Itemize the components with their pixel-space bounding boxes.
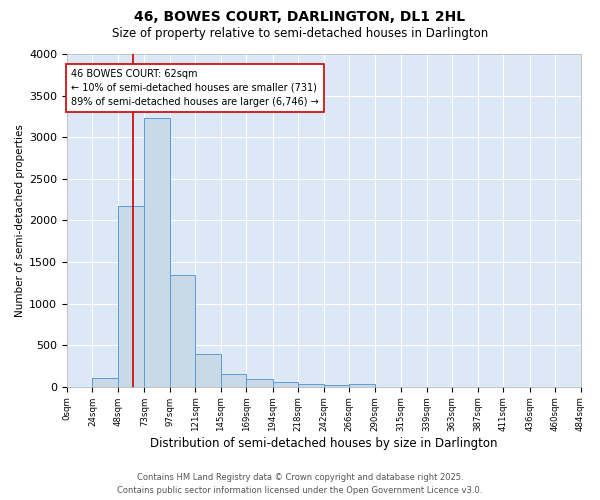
Bar: [221, 374, 247, 387]
Bar: [145, 118, 170, 387]
Text: 46, BOWES COURT, DARLINGTON, DL1 2HL: 46, BOWES COURT, DARLINGTON, DL1 2HL: [134, 10, 466, 24]
Text: Contains HM Land Registry data © Crown copyright and database right 2025.
Contai: Contains HM Land Registry data © Crown c…: [118, 474, 482, 495]
Bar: [247, 378, 273, 387]
Bar: [273, 382, 298, 387]
Bar: [349, 384, 374, 387]
X-axis label: Distribution of semi-detached houses by size in Darlington: Distribution of semi-detached houses by …: [150, 437, 497, 450]
Bar: [196, 354, 221, 387]
Text: Size of property relative to semi-detached houses in Darlington: Size of property relative to semi-detach…: [112, 28, 488, 40]
Bar: [92, 378, 118, 387]
Bar: [298, 384, 324, 387]
Text: 46 BOWES COURT: 62sqm
← 10% of semi-detached houses are smaller (731)
89% of sem: 46 BOWES COURT: 62sqm ← 10% of semi-deta…: [71, 69, 319, 107]
Bar: [170, 276, 196, 387]
Bar: [324, 385, 349, 387]
Bar: [118, 206, 145, 387]
Y-axis label: Number of semi-detached properties: Number of semi-detached properties: [15, 124, 25, 317]
